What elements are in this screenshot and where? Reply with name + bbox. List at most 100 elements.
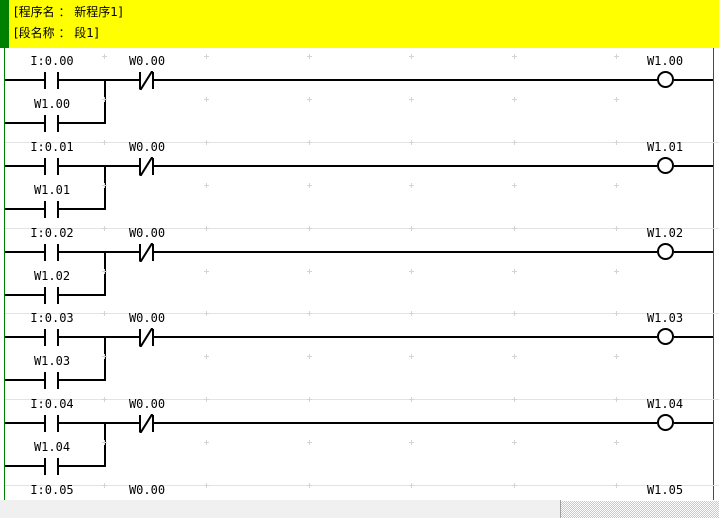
rung-wire-segment bbox=[59, 250, 139, 253]
contact-address-label: W0.00 bbox=[128, 225, 166, 240]
contact-bar-right bbox=[57, 157, 59, 175]
grid-dot bbox=[307, 182, 312, 188]
latch-normally-open-contact[interactable] bbox=[44, 458, 59, 476]
contact-bar-right bbox=[57, 329, 59, 347]
grid-dot bbox=[204, 440, 209, 446]
contact-address-label: W1.04 bbox=[33, 440, 71, 455]
branch-connector bbox=[104, 250, 106, 296]
contact-address-label: W1.00 bbox=[33, 97, 71, 111]
rung-wire-segment bbox=[59, 422, 139, 425]
contact-bar-right bbox=[57, 72, 59, 89]
contact-bar-right bbox=[57, 458, 59, 476]
normally-closed-contact[interactable] bbox=[139, 415, 154, 433]
contact-address-label: W0.00 bbox=[128, 483, 166, 497]
coil-address-label: W1.01 bbox=[646, 139, 684, 154]
rung-separator bbox=[5, 227, 719, 229]
rung-wire-segment bbox=[674, 164, 713, 167]
output-coil[interactable] bbox=[657, 242, 674, 260]
rung-wire-segment bbox=[5, 164, 44, 167]
contact-bar-right bbox=[57, 286, 59, 304]
grid-dot bbox=[512, 354, 517, 360]
normally-open-contact[interactable] bbox=[44, 157, 59, 175]
rung-wire-segment bbox=[674, 422, 713, 425]
normally-open-contact[interactable] bbox=[44, 243, 59, 261]
grid-dot bbox=[307, 268, 312, 274]
normally-closed-contact[interactable] bbox=[139, 72, 154, 89]
rung-wire-segment bbox=[5, 336, 44, 339]
right-power-rail bbox=[713, 48, 714, 500]
contact-bar-left bbox=[44, 415, 46, 433]
branch-wire-segment bbox=[59, 465, 106, 468]
contact-bar-left bbox=[44, 329, 46, 347]
coil-address-label: W1.00 bbox=[646, 54, 684, 68]
rung-wire-segment bbox=[154, 79, 657, 81]
normally-open-contact[interactable] bbox=[44, 415, 59, 433]
grid-dot bbox=[204, 97, 209, 102]
branch-connector bbox=[104, 164, 106, 210]
grid-dot bbox=[512, 97, 517, 102]
branch-connector bbox=[104, 79, 106, 124]
grid-dot bbox=[614, 97, 619, 102]
horizontal-scrollbar-thumb[interactable] bbox=[0, 500, 561, 518]
grid-dot bbox=[409, 354, 414, 360]
contact-bar-right bbox=[57, 243, 59, 261]
branch-wire-segment bbox=[59, 379, 106, 382]
grid-dot bbox=[204, 268, 209, 274]
output-coil[interactable] bbox=[657, 156, 674, 174]
contact-address-label: W1.01 bbox=[33, 182, 71, 197]
ladder-diagram-canvas[interactable]: I:0.00 W0.00 W1.00 W1.00 I:0.01 W0.00 W1.01 W1.… bbox=[0, 48, 719, 500]
horizontal-scrollbar[interactable] bbox=[0, 500, 719, 518]
contact-address-label: I:0.00 bbox=[30, 54, 74, 68]
grid-dot bbox=[204, 182, 209, 188]
contact-bar-right bbox=[57, 415, 59, 433]
grid-dot bbox=[614, 268, 619, 274]
normally-open-contact[interactable] bbox=[44, 329, 59, 347]
rung-wire-segment bbox=[674, 250, 713, 253]
rung-wire-segment bbox=[154, 336, 657, 339]
grid-dot bbox=[307, 354, 312, 360]
rung-separator bbox=[5, 399, 719, 401]
coil-address-label: W1.02 bbox=[646, 225, 684, 240]
normally-open-contact[interactable] bbox=[44, 72, 59, 89]
grid-dot bbox=[512, 182, 517, 188]
latch-normally-open-contact[interactable] bbox=[44, 372, 59, 390]
rung-separator bbox=[5, 485, 719, 486]
contact-address-label: W1.02 bbox=[33, 268, 71, 283]
contact-address-label: I:0.04 bbox=[30, 397, 74, 412]
branch-connector bbox=[104, 336, 106, 382]
coil-address-label: W1.03 bbox=[646, 311, 684, 326]
latch-normally-open-contact[interactable] bbox=[44, 115, 59, 132]
branch-wire-segment bbox=[5, 379, 44, 382]
contact-bar-left bbox=[44, 458, 46, 476]
grid-dot bbox=[409, 182, 414, 188]
branch-wire-segment bbox=[59, 122, 106, 124]
normally-closed-contact[interactable] bbox=[139, 328, 154, 347]
normally-closed-contact[interactable] bbox=[139, 243, 154, 262]
contact-bar-left bbox=[44, 200, 46, 218]
grid-dot bbox=[307, 54, 312, 59]
contact-bar-left bbox=[44, 243, 46, 261]
latch-normally-open-contact[interactable] bbox=[44, 286, 59, 304]
normally-closed-contact[interactable] bbox=[139, 157, 154, 176]
contact-slash bbox=[139, 157, 154, 176]
contact-slash bbox=[139, 328, 154, 347]
contact-slash bbox=[139, 243, 154, 262]
output-coil[interactable] bbox=[657, 71, 674, 88]
grid-dot bbox=[307, 97, 312, 102]
rung-wire-segment bbox=[59, 164, 139, 167]
grid-dot bbox=[512, 440, 517, 446]
branch-wire-segment bbox=[59, 293, 106, 296]
rung-wire-segment bbox=[5, 250, 44, 253]
branch-connector bbox=[104, 422, 106, 468]
output-coil[interactable] bbox=[657, 328, 674, 346]
latch-normally-open-contact[interactable] bbox=[44, 200, 59, 218]
output-coil[interactable] bbox=[657, 414, 674, 432]
contact-bar-left bbox=[44, 286, 46, 304]
contact-bar-left bbox=[44, 72, 46, 89]
grid-dot bbox=[512, 54, 517, 59]
rung-wire-segment bbox=[154, 164, 657, 167]
rung-wire-segment bbox=[59, 79, 139, 81]
contact-bar-left bbox=[44, 372, 46, 390]
grid-dot bbox=[614, 182, 619, 188]
